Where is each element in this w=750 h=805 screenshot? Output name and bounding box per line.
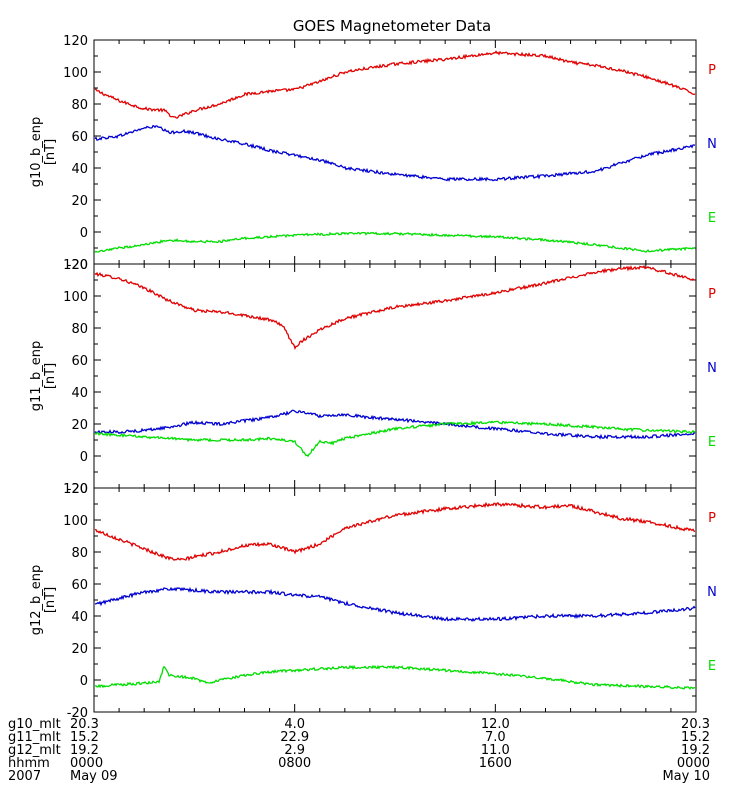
y-tick-label: 20 — [71, 642, 88, 657]
y-tick-label: 120 — [63, 34, 88, 49]
y-axis-unit: [nT] — [43, 139, 58, 165]
x-tick-value: 12.0 — [481, 717, 510, 732]
x-tick-value: 0800 — [278, 756, 311, 771]
legend-p: P — [708, 287, 716, 302]
x-row-label: 2007 — [8, 769, 41, 784]
x-tick-value: 22.9 — [280, 730, 309, 745]
legend-e: E — [708, 211, 716, 226]
x-row-label: g11_mlt — [8, 730, 61, 745]
legend-n: N — [707, 585, 717, 600]
x-tick-value: 0000 — [677, 756, 710, 771]
y-tick-label: 20 — [71, 194, 88, 209]
y-axis-title: g12_b_enp [nT] — [29, 565, 58, 636]
chart-title: GOES Magnetometer Data — [293, 17, 491, 35]
y-tick-label: 100 — [63, 290, 88, 305]
y-tick-label: -20 — [67, 258, 88, 273]
y-tick-label: 120 — [63, 482, 88, 497]
legend-e: E — [708, 435, 716, 450]
x-tick-value: 15.2 — [681, 730, 710, 745]
legend-p: P — [708, 63, 716, 78]
x-row-label: hhmm — [8, 756, 50, 771]
series-line-p — [94, 50, 696, 119]
x-tick-value: 20.3 — [70, 717, 99, 732]
y-tick-label: -20 — [67, 706, 88, 721]
x-tick-value: 11.0 — [481, 743, 510, 758]
series-line-n — [94, 124, 696, 182]
y-tick-label: 40 — [71, 386, 88, 401]
panel-frame — [93, 487, 697, 713]
y-tick-label: 80 — [71, 98, 88, 113]
y-tick-label: 40 — [71, 162, 88, 177]
y-tick-label: 100 — [63, 66, 88, 81]
y-axis-unit: [nT] — [43, 587, 58, 613]
series-line-e — [94, 420, 696, 458]
y-tick-label: 20 — [71, 418, 88, 433]
x-tick-value: 15.2 — [70, 730, 99, 745]
x-tick-value: 1600 — [479, 756, 512, 771]
y-tick-label: 100 — [63, 514, 88, 529]
x-tick-value: May 10 — [662, 769, 710, 784]
y-tick-label: 60 — [71, 354, 88, 369]
y-axis-unit: [nT] — [43, 363, 58, 389]
y-tick-label: 60 — [71, 578, 88, 593]
y-axis-label: g11_b_enp — [29, 341, 44, 412]
y-tick-label: 0 — [80, 226, 88, 241]
legend-n: N — [707, 137, 717, 152]
x-tick-value: 4.0 — [284, 717, 305, 732]
x-tick-value: 19.2 — [70, 743, 99, 758]
y-tick-label: 120 — [63, 258, 88, 273]
y-axis-label: g10_b_enp — [29, 117, 44, 188]
series-line-p — [94, 501, 696, 562]
panel-frame — [93, 263, 697, 489]
y-tick-label: 80 — [71, 322, 88, 337]
y-tick-label: 60 — [71, 130, 88, 145]
y-tick-label: 80 — [71, 546, 88, 561]
y-axis-title: g10_b_enp [nT] — [29, 117, 58, 188]
series-line-n — [94, 409, 696, 440]
y-tick-label: 0 — [80, 450, 88, 465]
panel-frame — [93, 39, 697, 265]
series-line-e — [94, 664, 695, 690]
legend-n: N — [707, 361, 717, 376]
y-axis-title: g11_b_enp [nT] — [29, 341, 58, 412]
y-tick-label: -20 — [67, 482, 88, 497]
x-tick-value: 0000 — [70, 756, 103, 771]
series-line-p — [94, 264, 696, 350]
x-tick-value: May 09 — [70, 769, 118, 784]
x-tick-value: 19.2 — [681, 743, 710, 758]
x-tick-value: 20.3 — [681, 717, 710, 732]
legend-e: E — [708, 659, 716, 674]
series-line-n — [94, 586, 696, 622]
y-tick-label: 0 — [80, 674, 88, 689]
y-tick-label: 40 — [71, 610, 88, 625]
x-row-label: g12_mlt — [8, 743, 61, 758]
x-row-label: g10_mlt — [8, 717, 61, 732]
x-tick-value: 2.9 — [284, 743, 305, 758]
y-axis-label: g12_b_enp — [29, 565, 44, 636]
x-tick-value: 7.0 — [485, 730, 506, 745]
series-line-e — [94, 231, 696, 253]
legend-p: P — [708, 511, 716, 526]
